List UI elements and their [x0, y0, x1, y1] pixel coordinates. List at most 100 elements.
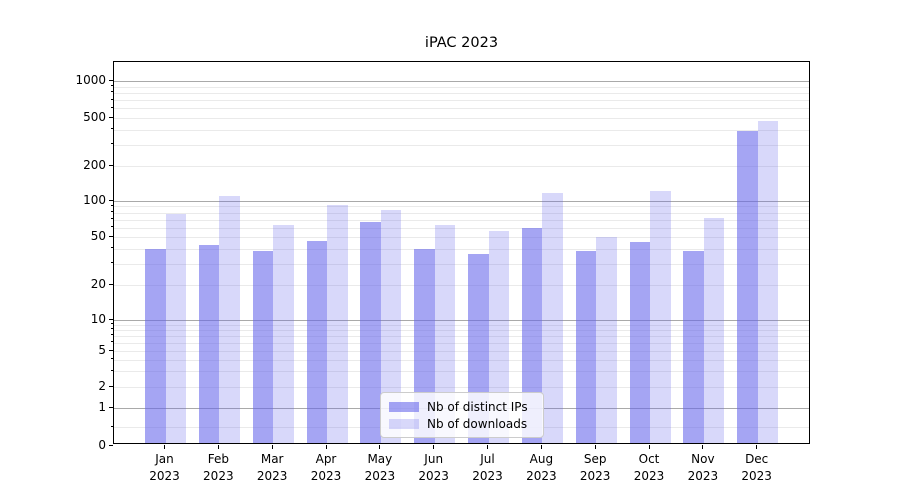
y-minor-tick-mark — [110, 358, 113, 360]
x-tick-label: Mar 2023 — [237, 451, 307, 484]
y-tick-mark — [109, 318, 113, 320]
bar-downloads-sep — [596, 237, 617, 443]
x-tick-mark — [594, 445, 596, 449]
bar-downloads-aug — [542, 192, 563, 443]
y-tick-label: 5 — [98, 343, 106, 357]
y-tick-mark — [109, 199, 113, 201]
x-tick-label: Nov 2023 — [668, 451, 738, 484]
x-tick-month: Dec — [745, 452, 769, 466]
y-tick-label: 2 — [98, 379, 106, 393]
plot-area — [113, 61, 810, 444]
x-tick-year: 2023 — [741, 468, 772, 483]
x-tick-year: 2023 — [364, 468, 396, 483]
x-tick-month: Nov — [691, 452, 715, 466]
x-tick-label: Oct 2023 — [614, 451, 684, 484]
y-minor-tick-mark — [110, 143, 113, 145]
x-tick-month: Aug — [529, 452, 554, 466]
x-tick-year: 2023 — [203, 468, 234, 483]
bar-downloads-dec — [757, 120, 779, 443]
x-tick-year: 2023 — [256, 468, 288, 483]
y-tick-mark — [109, 406, 113, 408]
x-tick-month: Apr — [315, 452, 337, 466]
y-tick-mark — [109, 116, 113, 118]
y-tick-label: 20 — [90, 277, 106, 291]
y-gridline-minor — [114, 371, 809, 373]
y-tick-mark — [109, 79, 113, 81]
y-tick-mark — [109, 349, 113, 351]
x-tick-label: Aug 2023 — [506, 451, 576, 484]
y-gridline-minor — [114, 206, 809, 208]
bar-distinct-ips-dec — [737, 130, 758, 443]
legend-item: Nb of distinct IPs — [389, 399, 535, 414]
y-minor-tick-mark — [110, 128, 113, 130]
y-gridline-major — [114, 201, 809, 202]
y-gridline-minor — [114, 212, 809, 214]
y-gridline-minor — [114, 92, 809, 94]
y-gridline-minor — [114, 263, 809, 265]
bar-downloads-feb — [219, 195, 240, 443]
y-tick-label: 0 — [98, 438, 106, 452]
y-tick-label: 100 — [83, 193, 106, 207]
y-minor-tick-mark — [110, 341, 113, 343]
legend-label: Nb of distinct IPs — [427, 399, 528, 414]
y-gridline-minor — [114, 219, 809, 221]
y-gridline-minor — [114, 387, 809, 388]
y-gridline-minor — [114, 144, 809, 146]
y-gridline-minor — [114, 86, 809, 88]
y-gridline-major — [114, 320, 809, 321]
legend-item: Nb of downloads — [389, 416, 535, 431]
y-minor-tick-mark — [110, 328, 113, 330]
y-gridline-minor — [114, 329, 809, 331]
x-tick-mark — [217, 445, 219, 449]
y-gridline-minor — [114, 248, 809, 250]
x-tick-label: Feb 2023 — [183, 451, 253, 484]
x-tick-month: Mar — [260, 452, 284, 466]
x-tick-mark — [540, 445, 542, 449]
y-gridline-minor — [114, 351, 809, 352]
bar-distinct-ips-oct — [629, 241, 651, 443]
x-tick-month: Jan — [155, 452, 174, 466]
y-tick-label: 1 — [98, 400, 106, 414]
y-gridline-minor — [114, 237, 809, 238]
x-tick-label: Apr 2023 — [291, 451, 361, 484]
bar-downloads-jan — [165, 213, 186, 443]
y-minor-tick-mark — [110, 425, 113, 427]
bar-distinct-ips-aug — [521, 228, 543, 443]
y-tick-mark — [109, 164, 113, 166]
bar-downloads-oct — [650, 191, 671, 443]
y-minor-tick-mark — [110, 323, 113, 325]
y-gridline-minor — [114, 129, 809, 131]
bar-distinct-ips-feb — [198, 245, 220, 443]
y-tick-mark — [109, 283, 113, 285]
bar-distinct-ips-apr — [306, 240, 327, 443]
x-tick-month: Sep — [583, 452, 607, 466]
y-minor-tick-mark — [110, 91, 113, 93]
y-gridline-minor — [114, 118, 809, 119]
legend-swatch-distinct-ips — [389, 401, 419, 412]
y-tick-label: 200 — [83, 158, 106, 172]
x-tick-month: Jun — [424, 452, 444, 466]
bar-distinct-ips-jan — [145, 249, 166, 443]
y-minor-tick-mark — [110, 204, 113, 206]
y-tick-mark — [109, 385, 113, 387]
y-gridline-minor — [114, 285, 809, 286]
x-tick-year: 2023 — [418, 468, 449, 483]
y-minor-tick-mark — [110, 218, 113, 220]
legend: Nb of distinct IPs Nb of downloads — [380, 392, 544, 438]
y-minor-tick-mark — [110, 211, 113, 213]
chart-title: iPAC 2023 — [424, 35, 499, 51]
x-tick-year: 2023 — [526, 468, 557, 483]
bar-distinct-ips-nov — [683, 250, 704, 443]
x-tick-year: 2023 — [579, 468, 611, 483]
y-minor-tick-mark — [110, 262, 113, 264]
y-gridline-minor — [114, 166, 809, 167]
x-tick-month: Oct — [638, 452, 660, 466]
bar-distinct-ips-mar — [252, 250, 274, 443]
x-tick-label: Jun 2023 — [399, 451, 469, 484]
x-tick-label: Jan 2023 — [130, 451, 200, 484]
x-tick-year: 2023 — [687, 468, 719, 483]
bar-downloads-mar — [273, 224, 294, 443]
y-tick-label: 50 — [90, 229, 106, 243]
x-tick-label: Sep 2023 — [560, 451, 630, 484]
